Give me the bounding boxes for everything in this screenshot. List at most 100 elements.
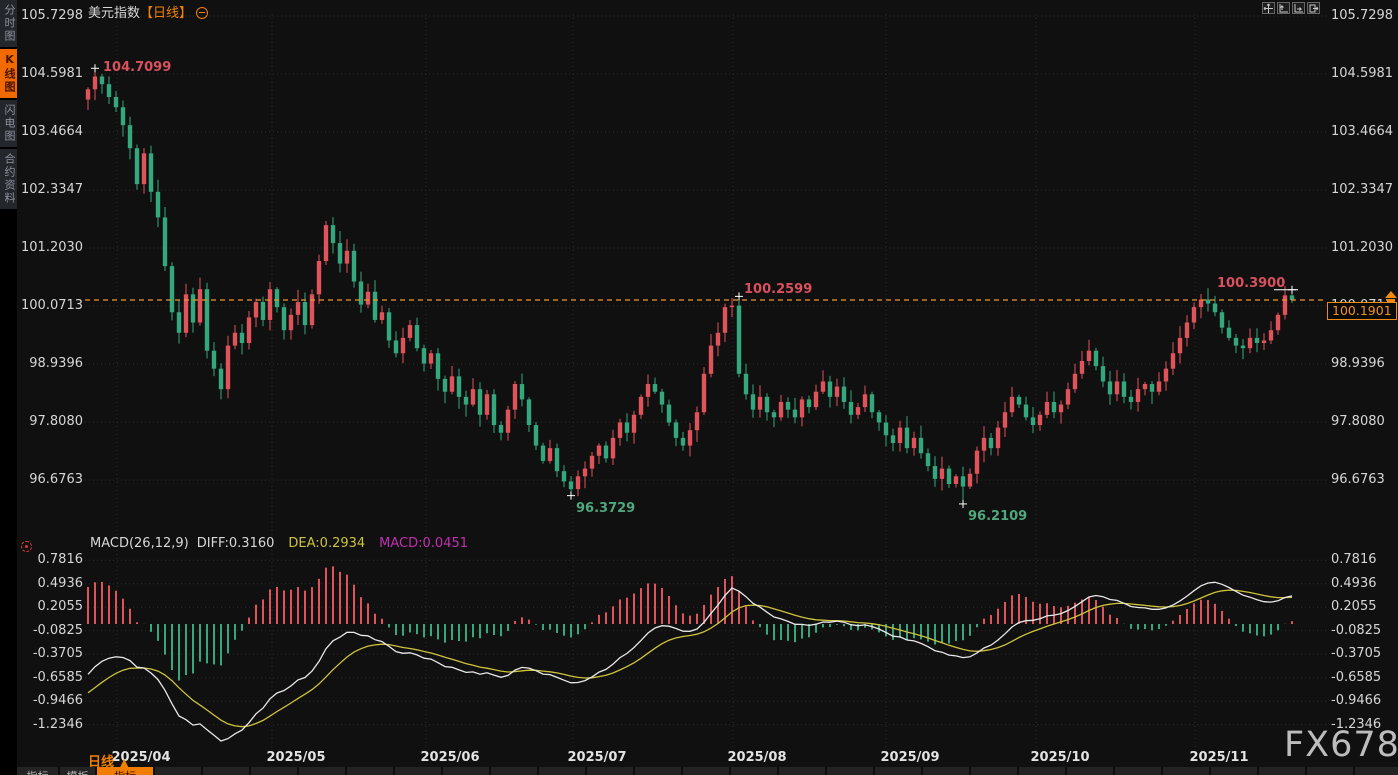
fit-y-axis-button[interactable] (1277, 2, 1290, 14)
macd-header: MACD(26,12,9) DIFF:0.3160 DEA:0.2934 MACD:0… (90, 536, 468, 551)
bottom-tab-empty[interactable] (635, 767, 681, 775)
candle (673, 422, 679, 438)
price-axis-label-right: 97.8080 (1331, 414, 1385, 430)
candle (708, 345, 714, 374)
bottom-tab-empty[interactable] (491, 767, 537, 775)
bottom-tab-empty[interactable] (1211, 767, 1257, 775)
price-axis-label-right: 102.3347 (1331, 182, 1394, 198)
candle (85, 89, 91, 100)
bottom-tab-empty[interactable] (875, 767, 921, 775)
candle (757, 396, 763, 410)
candle (1107, 381, 1113, 395)
candle (442, 378, 448, 392)
candle (1240, 345, 1246, 349)
move-tool-button[interactable] (1262, 2, 1275, 14)
candle (1163, 368, 1169, 382)
bottom-tab-empty[interactable] (1259, 767, 1305, 775)
candle (281, 307, 287, 331)
bottom-tab-empty[interactable] (1163, 767, 1209, 775)
candle (1142, 384, 1148, 390)
macd-axis-label-right: 0.2055 (1331, 599, 1377, 615)
sidebar-item-chart-mode[interactable]: 闪电图 (0, 100, 17, 147)
candle (463, 396, 469, 405)
collapse-icon[interactable] (196, 7, 209, 19)
chart-title: 美元指数【日线】 (88, 2, 209, 21)
price-axis-label-right: 96.6763 (1331, 472, 1385, 488)
bottom-tab-empty[interactable] (155, 767, 201, 775)
price-arrow-icon[interactable] (1385, 291, 1397, 303)
candle (1282, 295, 1288, 315)
candle (1121, 381, 1127, 397)
candle (1086, 350, 1092, 361)
sidebar-item-chart-mode[interactable]: 分时图 (0, 0, 17, 47)
candle (1191, 307, 1197, 323)
bottom-tab-empty[interactable] (971, 767, 1017, 775)
bottom-tab-empty[interactable] (395, 767, 441, 775)
candle (379, 312, 385, 320)
candle (876, 412, 882, 423)
candle (1079, 360, 1085, 374)
candle (309, 294, 315, 326)
bottom-tab-empty[interactable] (203, 767, 249, 775)
candle (491, 394, 497, 426)
candle (547, 448, 553, 461)
bottom-tab-empty[interactable] (923, 767, 969, 775)
bottom-tab-empty[interactable] (251, 767, 297, 775)
macd-axis-label-left: -0.3705 (32, 646, 83, 662)
candle (1044, 401, 1050, 415)
bottom-tab-empty[interactable] (1115, 767, 1161, 775)
candle (925, 453, 931, 467)
bottom-tab-empty[interactable] (1307, 767, 1353, 775)
candle (337, 243, 343, 264)
candle (162, 217, 168, 267)
candle (127, 125, 133, 149)
candle (1198, 299, 1204, 308)
candle (680, 437, 686, 446)
bottom-tab[interactable]: 指标 (17, 767, 58, 775)
macd-axis-label-right: 0.4936 (1331, 575, 1377, 591)
indicator-settings-icon[interactable] (21, 541, 32, 552)
fit-x-axis-icon (1294, 3, 1303, 12)
sidebar-item-chart-mode[interactable]: 合约资料 (0, 149, 17, 209)
bottom-tab[interactable]: 模板 (60, 767, 95, 775)
bottom-tab-empty[interactable] (347, 767, 393, 775)
candle (841, 386, 847, 402)
candle (428, 353, 434, 364)
bottom-tab-empty[interactable] (779, 767, 825, 775)
bottom-tab-empty[interactable] (827, 767, 873, 775)
month-axis-label: 2025/04 (111, 750, 171, 765)
candle (267, 289, 273, 320)
candle (246, 317, 252, 344)
bottom-tab-empty[interactable] (299, 767, 345, 775)
macd-dea-value: DEA:0.2934 (288, 536, 366, 551)
fit-x-axis-button[interactable] (1292, 2, 1305, 14)
diff-line (87, 581, 1293, 742)
bottom-tab[interactable]: 指标 (97, 767, 153, 775)
bottom-tab-empty[interactable] (443, 767, 489, 775)
bottom-tab-empty[interactable] (1067, 767, 1113, 775)
pan-right-button[interactable] (1307, 2, 1320, 14)
bottom-tab-empty[interactable] (683, 767, 729, 775)
candle (176, 312, 182, 333)
bottom-tab-empty[interactable] (587, 767, 633, 775)
candle (743, 373, 749, 395)
candle (897, 427, 903, 443)
candle (260, 302, 266, 320)
candle (778, 401, 784, 418)
macd-axis-label-left: 0.2055 (37, 599, 84, 615)
bottom-tab-empty[interactable] (1355, 767, 1398, 775)
month-axis-label: 2025/10 (1030, 750, 1090, 765)
macd-histogram (87, 566, 1293, 681)
candle (155, 191, 161, 218)
candle (1289, 295, 1295, 300)
bottom-tab-empty[interactable] (731, 767, 777, 775)
period-selector[interactable]: 日线 ▲ (88, 751, 128, 770)
candle (393, 340, 399, 354)
bottom-tab-empty[interactable] (1019, 767, 1065, 775)
candle (568, 481, 574, 490)
price-annotation: 96.3729 (576, 500, 636, 516)
bottom-tab-empty[interactable] (539, 767, 585, 775)
sidebar: 分时图 K线图闪电图合约资料 (0, 0, 17, 775)
sidebar-item-active[interactable]: K线图 (0, 49, 17, 98)
